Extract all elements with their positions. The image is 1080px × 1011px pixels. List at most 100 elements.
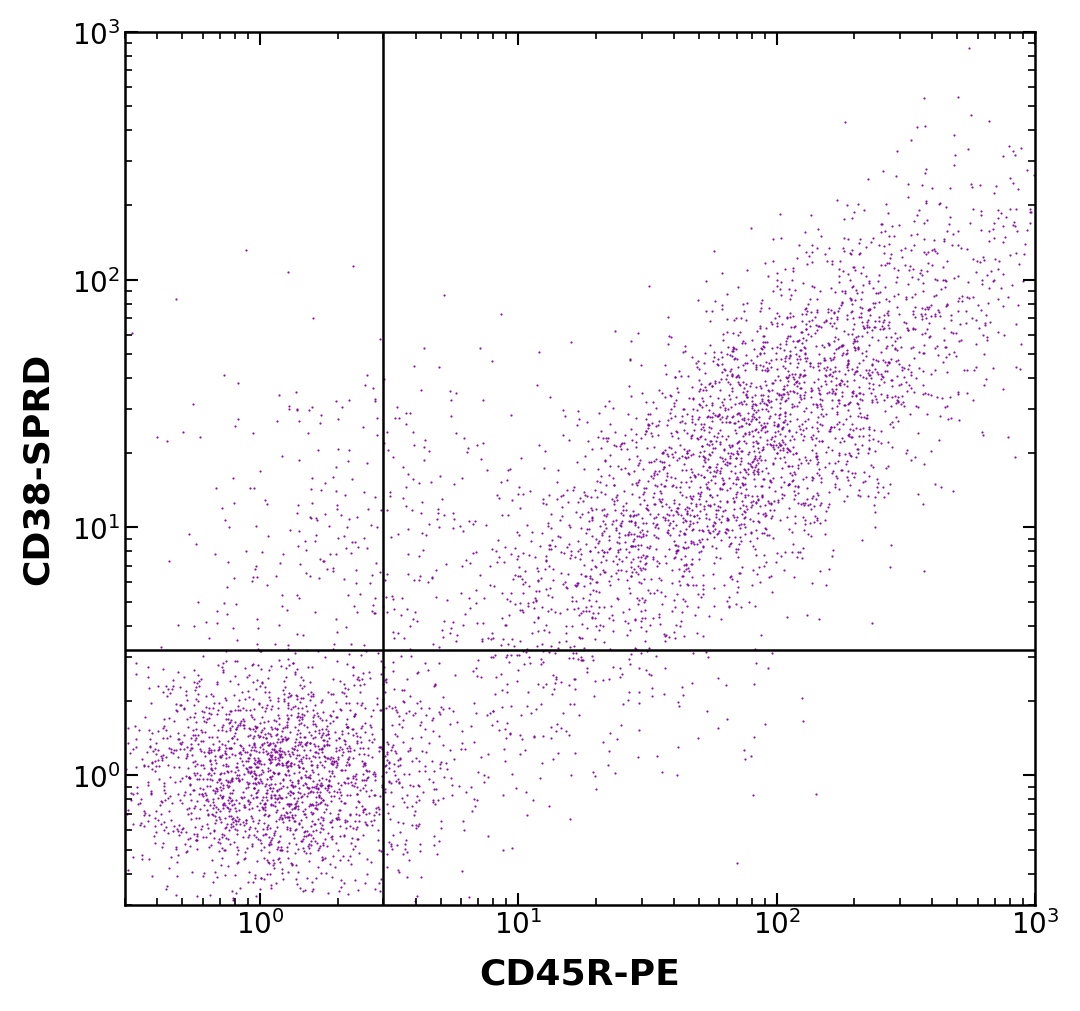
Point [796, 385, 813, 401]
Point [408, 614, 426, 630]
Point [761, 437, 779, 453]
Point [872, 321, 889, 338]
Point [777, 351, 794, 367]
Point [279, 779, 296, 796]
Point [762, 353, 780, 369]
Point [447, 386, 464, 402]
Point [271, 746, 288, 762]
Point [279, 763, 296, 779]
Point [187, 767, 204, 784]
Point [222, 712, 240, 728]
Point [845, 310, 862, 327]
Point [313, 483, 330, 499]
Point [203, 761, 220, 777]
Point [652, 485, 670, 501]
Point [200, 700, 217, 716]
Point [546, 645, 564, 661]
Point [733, 559, 751, 575]
Point [202, 760, 219, 776]
Point [848, 364, 865, 380]
Point [152, 748, 170, 764]
Point [724, 438, 741, 454]
Point [699, 408, 716, 425]
Point [207, 805, 225, 821]
Point [320, 723, 337, 739]
Point [648, 582, 665, 599]
Point [271, 833, 288, 849]
Point [802, 329, 820, 345]
Point [793, 313, 810, 330]
Point [303, 762, 321, 778]
Point [727, 459, 744, 475]
Point [218, 799, 235, 815]
Point [686, 537, 703, 553]
Point [878, 389, 895, 405]
Point [805, 360, 822, 376]
Point [233, 683, 251, 700]
Point [577, 568, 594, 584]
Point [507, 541, 524, 557]
Point [230, 702, 247, 718]
Point [457, 607, 474, 623]
Point [127, 655, 145, 671]
Point [747, 458, 765, 474]
Point [445, 477, 462, 493]
Point [986, 252, 1003, 268]
Point [565, 482, 582, 498]
Point [717, 677, 734, 694]
Point [231, 771, 248, 788]
Point [874, 369, 891, 385]
Point [298, 823, 315, 839]
Point [866, 313, 883, 330]
Point [707, 550, 725, 566]
Point [345, 259, 362, 275]
Point [297, 828, 314, 844]
Point [350, 813, 367, 829]
Point [275, 719, 293, 735]
Point [309, 779, 326, 796]
Point [949, 294, 967, 310]
Point [254, 675, 271, 692]
Point [274, 777, 292, 794]
Point [399, 787, 416, 803]
Point [279, 690, 296, 706]
Point [843, 417, 861, 433]
Point [495, 842, 512, 858]
Point [762, 399, 780, 416]
Point [879, 339, 896, 355]
Point [713, 515, 730, 531]
Point [394, 846, 411, 862]
Point [905, 213, 922, 229]
Point [305, 773, 322, 790]
Point [260, 737, 278, 753]
Point [370, 743, 388, 759]
Point [259, 745, 276, 761]
Point [429, 846, 446, 862]
Point [259, 866, 276, 883]
Point [595, 565, 612, 581]
Point [227, 822, 244, 838]
Point [712, 550, 729, 566]
Point [254, 792, 271, 808]
Point [742, 748, 759, 764]
Point [573, 507, 591, 523]
Point [878, 461, 895, 477]
Point [260, 690, 278, 706]
Point [295, 730, 312, 746]
Point [609, 562, 626, 578]
Point [916, 91, 933, 107]
Point [929, 273, 946, 289]
Point [259, 817, 276, 833]
Point [893, 243, 910, 259]
Point [177, 784, 194, 800]
Point [710, 502, 727, 519]
Point [650, 383, 667, 399]
Point [570, 607, 588, 623]
Point [792, 389, 809, 405]
Point [184, 864, 201, 881]
Point [144, 761, 161, 777]
Point [901, 258, 918, 274]
Point [315, 553, 333, 569]
Point [302, 684, 320, 701]
Point [296, 533, 313, 549]
